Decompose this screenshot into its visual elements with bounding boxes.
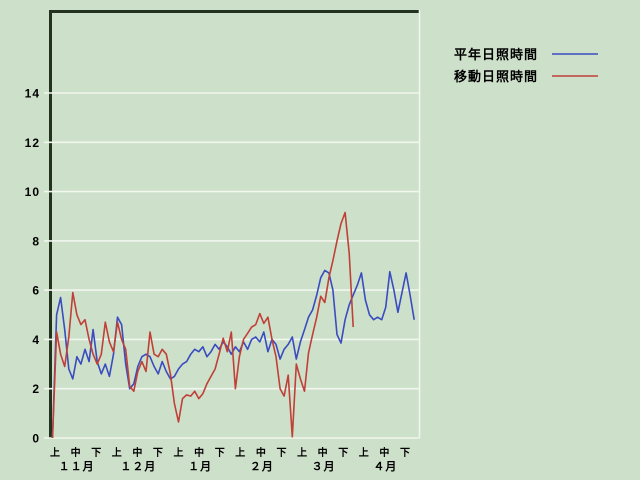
x-period-label: 下	[338, 447, 348, 459]
x-period-label: 中	[194, 446, 204, 459]
legend-line-sample-red	[552, 74, 598, 77]
gridlines	[44, 10, 421, 439]
y-axis-label-10: 10	[25, 185, 40, 199]
x-period-label: 上	[50, 446, 60, 459]
x-period-label: 上	[297, 446, 307, 459]
x-month-label: ４月	[373, 460, 397, 473]
x-period-label: 上	[174, 446, 184, 459]
plot-frame-left	[49, 10, 52, 438]
x-period-label: 下	[400, 447, 410, 459]
x-month-label: ２月	[250, 460, 274, 473]
x-period-label: 中	[256, 446, 266, 459]
x-period-label: 中	[379, 446, 389, 459]
legend-label: 平年日照時間	[454, 47, 539, 62]
y-axis-label-12: 12	[25, 136, 40, 150]
series-lines	[51, 211, 415, 439]
y-axis-label-6: 6	[32, 284, 40, 298]
x-period-label: 中	[71, 446, 81, 459]
x-month-label: １月	[188, 460, 212, 473]
y-axis-label-0: 0	[32, 432, 40, 446]
legend-item-moving-sunshine: 移動日照時間	[454, 68, 598, 84]
x-period-label: 中	[318, 446, 328, 459]
x-period-label: 下	[153, 447, 163, 459]
x-period-label: 下	[215, 447, 225, 459]
x-period-label: 上	[359, 446, 369, 459]
x-axis-labels: 上中下１１月上中下１２月上中下１月上中下２月上中下３月上中下４月	[50, 446, 410, 473]
legend: 平年日照時間 移動日照時間	[454, 46, 598, 84]
x-period-label: 上	[112, 446, 122, 459]
legend-item-normal-sunshine: 平年日照時間	[454, 46, 598, 62]
y-axis-label-4: 4	[32, 333, 40, 347]
y-axis-label-8: 8	[32, 234, 40, 248]
x-period-label: 上	[235, 446, 245, 459]
x-period-label: 下	[277, 447, 287, 459]
plot-frame-top	[49, 10, 420, 13]
x-month-label: ３月	[312, 460, 336, 473]
x-period-label: 下	[91, 447, 101, 459]
legend-label: 移動日照時間	[454, 69, 539, 84]
x-month-label: １１月	[59, 460, 95, 473]
y-axis-labels: 0 2 4 6 8 10 12 14	[25, 87, 40, 446]
y-axis-label-2: 2	[32, 382, 40, 396]
x-period-label: 中	[132, 446, 142, 459]
legend-line-sample-blue	[552, 52, 598, 55]
series-line-1	[51, 211, 354, 439]
x-month-label: １２月	[120, 460, 156, 473]
y-axis-label-14: 14	[25, 87, 40, 101]
